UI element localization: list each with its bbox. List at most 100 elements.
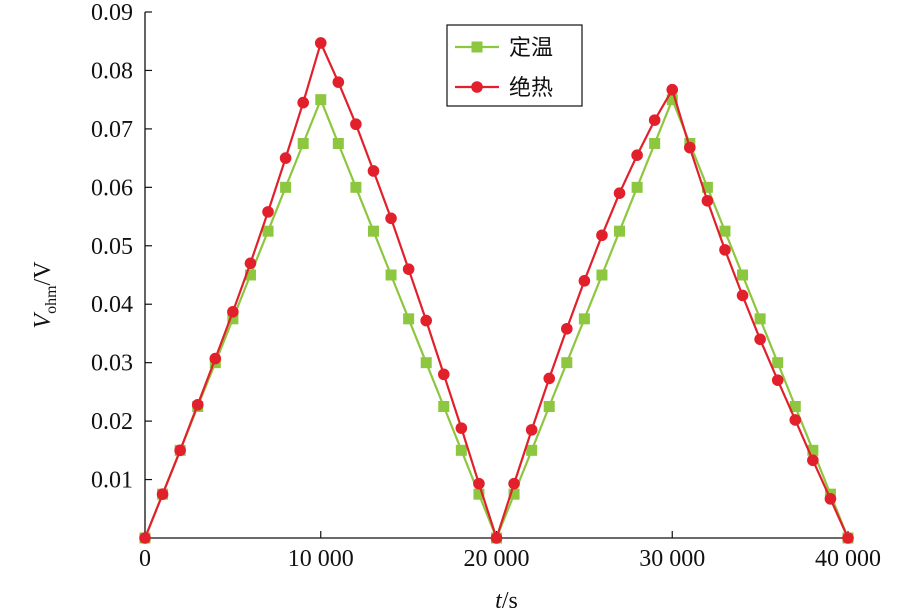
y-tick-label: 0.01 bbox=[91, 468, 133, 494]
series-adiabatic bbox=[139, 37, 854, 544]
data-point-square bbox=[614, 225, 626, 237]
data-point-circle bbox=[227, 306, 239, 318]
data-point-circle bbox=[719, 244, 731, 256]
data-point-square bbox=[701, 181, 713, 193]
legend-label: 定温 bbox=[509, 36, 553, 61]
data-point-circle bbox=[455, 422, 468, 434]
ticks: 0 10 000 20 000 30 000 40 000 0.01 0.02 0.03 0.0… bbox=[91, 0, 881, 572]
data-point-square bbox=[438, 401, 450, 412]
data-point-circle bbox=[402, 263, 415, 275]
data-point-circle bbox=[771, 374, 784, 387]
data-point-circle bbox=[332, 76, 345, 88]
data-point-circle bbox=[842, 532, 854, 544]
legend-label: 绝热 bbox=[509, 76, 553, 101]
data-point-circle bbox=[297, 96, 309, 109]
data-point-square bbox=[772, 357, 784, 369]
data-point-square bbox=[543, 401, 555, 412]
data-point-circle bbox=[561, 322, 573, 335]
y-tick-label: 0.07 bbox=[91, 117, 133, 143]
data-point-square bbox=[315, 94, 327, 106]
data-point-square bbox=[332, 138, 344, 149]
data-point-square bbox=[807, 444, 819, 456]
data-point-circle bbox=[648, 114, 661, 126]
data-point-square bbox=[227, 313, 239, 325]
series-group bbox=[139, 37, 854, 544]
data-point-square bbox=[596, 269, 608, 281]
data-point-circle bbox=[666, 83, 679, 96]
data-point-circle bbox=[754, 333, 766, 346]
data-point-square bbox=[631, 181, 643, 193]
data-point-square bbox=[578, 313, 590, 325]
data-point-circle bbox=[350, 118, 362, 131]
y-tick-label: 0.06 bbox=[91, 175, 133, 201]
data-point-square bbox=[385, 269, 397, 281]
data-point-circle bbox=[139, 532, 151, 544]
data-point-square bbox=[262, 225, 274, 237]
data-point-square bbox=[403, 313, 415, 325]
data-point-circle bbox=[543, 372, 556, 385]
data-point-circle bbox=[508, 477, 520, 490]
data-point-square bbox=[754, 313, 766, 325]
data-point-circle bbox=[191, 398, 204, 411]
data-point-circle bbox=[437, 368, 450, 381]
data-point-square bbox=[561, 357, 573, 369]
x-axis-title: t/s bbox=[495, 588, 518, 614]
x-tick-label: 40 000 bbox=[815, 546, 881, 572]
data-point-square bbox=[455, 444, 467, 456]
y-tick-label: 0.04 bbox=[91, 292, 133, 318]
data-point-square bbox=[244, 269, 256, 281]
legend-box bbox=[446, 24, 583, 107]
data-point-circle bbox=[525, 424, 538, 436]
data-point-circle bbox=[631, 149, 643, 161]
data-point-square bbox=[789, 401, 801, 412]
x-tick-label: 10 000 bbox=[288, 546, 354, 572]
data-point-square bbox=[649, 138, 661, 149]
data-point-square bbox=[367, 225, 379, 237]
data-point-square bbox=[420, 357, 432, 369]
data-point-circle bbox=[807, 454, 819, 467]
data-point-circle bbox=[314, 37, 327, 49]
data-point-circle bbox=[578, 275, 591, 287]
data-point-circle bbox=[174, 444, 186, 457]
data-point-circle bbox=[736, 289, 749, 302]
data-point-circle bbox=[367, 165, 380, 177]
y-axis-title: Vohm/V bbox=[30, 261, 60, 329]
data-point-circle bbox=[613, 187, 626, 199]
x-tick-label: 20 000 bbox=[464, 546, 530, 572]
data-point-circle bbox=[279, 152, 292, 164]
data-point-circle bbox=[473, 477, 485, 490]
data-point-square bbox=[280, 181, 292, 193]
data-point-square bbox=[473, 488, 485, 500]
data-point-square bbox=[526, 444, 538, 456]
data-point-square bbox=[737, 269, 749, 281]
data-point-square bbox=[350, 181, 362, 193]
series-line bbox=[143, 98, 850, 540]
series-constant-temp bbox=[139, 94, 854, 544]
x-tick-label: 30 000 bbox=[639, 546, 705, 572]
data-point-square bbox=[666, 94, 678, 106]
data-point-circle bbox=[262, 206, 274, 218]
data-point-circle bbox=[420, 314, 433, 327]
data-point-circle bbox=[385, 212, 397, 225]
data-point-circle bbox=[824, 493, 837, 505]
axis-titles: t/s Vohm/V bbox=[30, 261, 518, 614]
data-point-square bbox=[508, 488, 520, 500]
data-point-circle bbox=[490, 532, 503, 544]
legend-marker-circle bbox=[471, 81, 483, 93]
data-point-circle bbox=[789, 414, 802, 426]
data-point-circle bbox=[156, 488, 169, 500]
y-tick-label: 0.05 bbox=[91, 234, 133, 260]
y-tick-label: 0.08 bbox=[91, 58, 133, 84]
data-point-circle bbox=[701, 194, 714, 207]
data-point-circle bbox=[244, 257, 257, 270]
data-point-circle bbox=[596, 229, 608, 242]
data-point-square bbox=[719, 225, 731, 237]
data-point-square bbox=[297, 138, 309, 149]
y-tick-label: 0.03 bbox=[91, 351, 133, 377]
y-tick-label: 0.09 bbox=[91, 0, 133, 26]
data-point-circle bbox=[209, 352, 222, 365]
x-tick-label: 0 bbox=[139, 546, 151, 572]
y-tick-label: 0.02 bbox=[91, 409, 133, 435]
